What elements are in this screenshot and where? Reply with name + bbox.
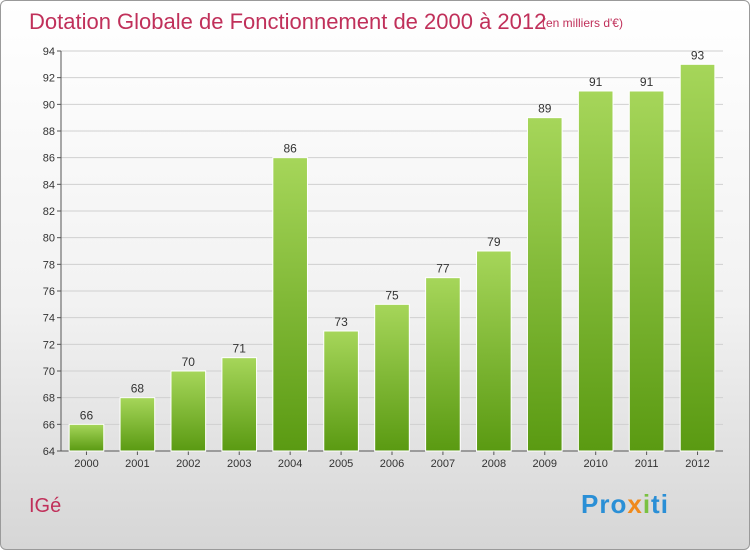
y-tick-label: 94 [43, 46, 55, 58]
x-tick-label: 2003 [227, 458, 251, 470]
data-label: 91 [640, 75, 654, 89]
x-tick-label: 2007 [431, 458, 455, 470]
x-tick-label: 2010 [583, 458, 607, 470]
data-label: 70 [182, 355, 196, 369]
data-label: 79 [487, 235, 501, 249]
y-tick-label: 66 [43, 419, 55, 431]
bar [170, 370, 207, 452]
chart-title: Dotation Globale de Fonctionnement de 20… [29, 9, 547, 34]
x-tick-label: 2001 [125, 458, 149, 470]
x-tick-label: 2000 [74, 458, 98, 470]
data-label: 68 [131, 382, 145, 396]
x-tick-label: 2008 [482, 458, 506, 470]
x-tick-label: 2009 [533, 458, 557, 470]
bar [221, 357, 258, 452]
bar [679, 63, 716, 452]
proxiti-logo: Proxiti [581, 489, 669, 520]
bar [628, 90, 665, 452]
y-tick-label: 72 [43, 339, 55, 351]
bar [577, 90, 614, 452]
chart-subtitle: (en milliers d'€) [542, 16, 623, 30]
bar [374, 303, 410, 452]
x-tick-label: 2004 [278, 458, 302, 470]
data-label: 77 [436, 262, 450, 276]
y-tick-label: 76 [43, 286, 55, 298]
data-label: 73 [334, 315, 348, 329]
y-tick-label: 64 [43, 446, 55, 458]
x-tick-label: 2002 [176, 458, 200, 470]
data-label: 66 [80, 408, 94, 422]
bar [425, 277, 461, 452]
y-tick-label: 82 [43, 206, 55, 218]
logo-part: Pro [581, 489, 628, 519]
x-tick-label: 2011 [635, 458, 659, 470]
y-tick-label: 80 [43, 233, 55, 245]
bar [119, 397, 156, 452]
y-tick-label: 88 [43, 126, 55, 138]
logo-part: x [627, 489, 643, 519]
data-label: 93 [691, 48, 705, 62]
y-tick-label: 70 [43, 366, 55, 378]
bar [476, 250, 512, 452]
logo-part: ti [651, 489, 669, 519]
data-label: 86 [283, 142, 297, 156]
y-tick-label: 84 [43, 179, 55, 191]
x-tick-label: 2006 [380, 458, 404, 470]
y-tick-label: 78 [43, 259, 55, 271]
logo-part: i [642, 489, 652, 519]
x-tick-label: 2005 [329, 458, 353, 470]
data-label: 75 [385, 288, 399, 302]
bar [272, 157, 308, 452]
y-tick-label: 90 [43, 99, 55, 111]
data-label: 91 [589, 75, 603, 89]
bars [68, 63, 716, 452]
bar [68, 423, 105, 452]
commune-name: IGé [29, 495, 62, 517]
y-tick-label: 74 [43, 313, 55, 325]
x-tick-label: 2012 [685, 458, 709, 470]
y-tick-label: 86 [43, 153, 55, 165]
labels: 64 66 68 70 72 74 76 78 80 82 84 86 88 90 92 94 66 2000 68… [43, 46, 710, 470]
bar [323, 330, 359, 452]
data-label: 89 [538, 102, 552, 116]
data-label: 71 [233, 342, 247, 356]
y-tick-label: 92 [43, 73, 55, 85]
bar [526, 117, 563, 452]
y-tick-label: 68 [43, 393, 55, 405]
